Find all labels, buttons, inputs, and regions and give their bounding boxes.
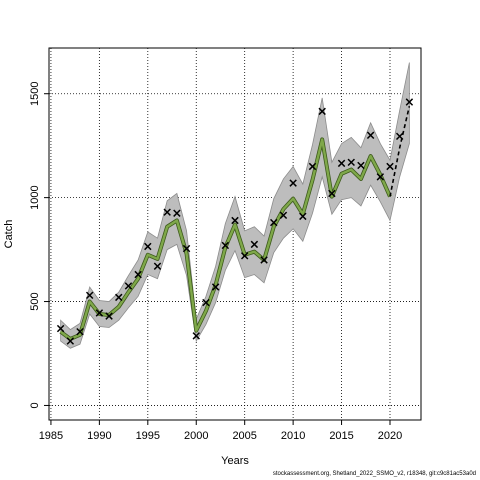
x-tick-label: 2000: [184, 430, 208, 442]
plot-frame: [48, 47, 422, 421]
observed-point: [56, 324, 65, 333]
observed-point: [328, 189, 336, 198]
x-tick-label: 1985: [39, 430, 63, 442]
y-axis: 0 500 1000 1500: [29, 81, 49, 409]
observed-point: [173, 209, 181, 217]
observed-point: [202, 298, 210, 307]
observed-point: [395, 132, 404, 141]
x-axis-title: Years: [221, 455, 249, 467]
observed-point: [85, 291, 94, 300]
y-tick-label: 1500: [29, 81, 41, 105]
observed-point: [192, 332, 200, 340]
observed-point: [279, 211, 288, 220]
observed-point: [134, 270, 142, 279]
observed-point: [221, 241, 230, 250]
fit-line: [59, 138, 392, 341]
observed-point: [376, 173, 385, 181]
observed-point: [231, 216, 239, 225]
forecast-line: [389, 106, 411, 197]
observed-point: [76, 327, 84, 336]
x-axis: 1985 1990 1995 2000 2005 2010 2015 2020: [39, 420, 402, 442]
x-tick-label: 2010: [281, 430, 305, 442]
x-tick-label: 1995: [136, 430, 160, 442]
y-axis-title: Catch: [3, 220, 15, 249]
observed-point: [95, 309, 104, 317]
confidence-band-area: [60, 62, 410, 349]
x-tick-label: 1990: [87, 430, 111, 442]
footer-credit: stockassessment.org, Shetland_2022_SSMO_…: [272, 471, 476, 477]
observed-point: [105, 312, 113, 320]
x-tick-label: 2015: [329, 430, 353, 442]
y-tick-label: 500: [29, 292, 41, 310]
confidence-band: [60, 62, 410, 349]
observed-point: [299, 212, 307, 221]
observed-point: [250, 240, 259, 249]
observed-catch-points: [56, 98, 414, 345]
observed-point: [163, 208, 171, 216]
observed-point: [270, 218, 278, 227]
observed-point: [337, 159, 346, 168]
observed-point: [405, 98, 414, 106]
observed-point: [289, 179, 297, 187]
observed-point: [347, 158, 355, 167]
y-tick-label: 1000: [29, 185, 41, 209]
observed-point: [66, 337, 75, 345]
observed-point: [182, 244, 191, 253]
observed-point: [260, 256, 268, 264]
observed-point: [308, 162, 317, 171]
observed-point: [124, 282, 133, 290]
observed-point: [153, 262, 162, 270]
observed-point: [144, 242, 152, 251]
fitted-catch-line: [59, 137, 392, 341]
x-tick-label: 2005: [232, 430, 256, 442]
observed-point: [318, 107, 326, 116]
observed-point: [240, 252, 249, 260]
forecast-dashed-line: [389, 106, 411, 197]
x-tick-label: 2020: [378, 430, 402, 442]
observed-point: [357, 161, 365, 170]
observed-point: [386, 162, 394, 171]
observed-point: [211, 283, 220, 291]
observed-point: [366, 131, 375, 140]
observed-point: [115, 293, 123, 302]
y-tick-label: 0: [29, 402, 41, 408]
